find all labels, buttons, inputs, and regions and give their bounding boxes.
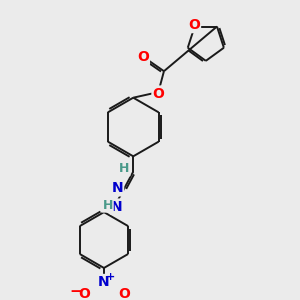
Text: N: N bbox=[98, 275, 110, 289]
Text: O: O bbox=[118, 287, 130, 300]
Text: O: O bbox=[152, 86, 164, 100]
Text: O: O bbox=[188, 18, 200, 32]
Text: O: O bbox=[78, 287, 90, 300]
Text: +: + bbox=[106, 272, 115, 282]
Text: H: H bbox=[119, 162, 130, 176]
Text: −: − bbox=[70, 284, 83, 299]
Text: H: H bbox=[102, 199, 113, 212]
Text: N: N bbox=[111, 200, 122, 214]
Text: N: N bbox=[112, 182, 123, 195]
Text: O: O bbox=[137, 50, 149, 64]
